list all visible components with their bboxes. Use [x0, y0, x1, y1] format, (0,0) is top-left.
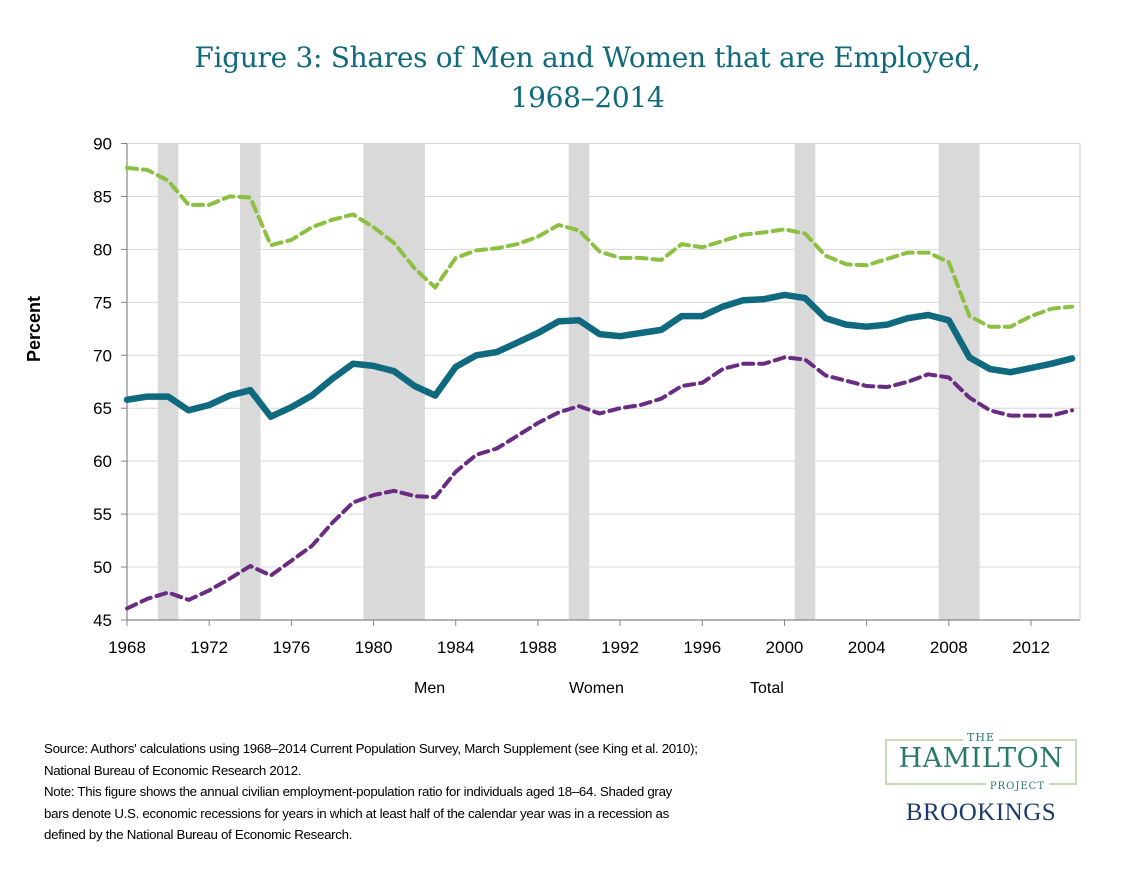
x-tick-label: 1996: [683, 638, 721, 657]
y-tick-label: 85: [93, 187, 112, 206]
note-line-2: bars denote U.S. economic recessions for…: [44, 805, 669, 821]
chart-title: Figure 3: Shares of Men and Women that a…: [0, 38, 1127, 118]
x-tick-label: 2004: [848, 638, 886, 657]
y-tick-label: 75: [93, 293, 112, 312]
source-line-1: Source: Authors' calculations using 1968…: [44, 741, 698, 756]
logo-block: THE HAMILTON PROJECT BROOKINGS: [885, 731, 1077, 827]
brookings-logo: BROOKINGS: [905, 799, 1057, 826]
recession-bars: [157, 143, 980, 620]
x-tick-labels: 1968 1972 1976 1980 1984 1988 1992 1996 2000 2004…: [108, 638, 1050, 657]
x-tick-label: 1972: [190, 638, 228, 657]
chart-title-line2: 1968–2014: [510, 81, 665, 114]
y-tick-label: 90: [93, 135, 112, 154]
logo-project: PROJECT: [985, 781, 1049, 792]
x-tick-label: 1976: [272, 638, 310, 657]
recession-bar: [938, 143, 980, 620]
gridlines: [127, 143, 1080, 568]
x-tick-label: 1984: [437, 638, 475, 657]
y-tick-label: 45: [93, 611, 112, 630]
y-tick-label: 50: [93, 558, 112, 577]
source-line-2: National Bureau of Economic Research 201…: [44, 762, 302, 778]
recession-bar: [794, 143, 816, 620]
series-line-total: [123, 291, 1076, 420]
logo-hamilton: HAMILTON: [898, 743, 1064, 774]
note-line-3: defined by the National Bureau of Econom…: [44, 827, 353, 842]
y-tick-label: 55: [93, 505, 112, 524]
x-tick-label: 2012: [1012, 638, 1050, 657]
x-tick-label: 2000: [766, 638, 804, 657]
recession-bar: [568, 143, 590, 620]
recession-bar: [363, 143, 425, 620]
y-tick-label: 70: [93, 346, 112, 365]
x-tick-label: 2008: [930, 638, 968, 657]
hamilton-project-logo: THE HAMILTON PROJECT: [885, 731, 1077, 792]
axes: [121, 143, 1081, 626]
y-tick-label: 80: [93, 240, 112, 259]
series-line-men: [125, 165, 1075, 329]
x-tick-label: 1980: [355, 638, 393, 657]
note-line-1: Note: This figure shows the annual civil…: [44, 784, 673, 799]
series-line-women: [125, 355, 1075, 611]
x-tick-label: 1988: [519, 638, 557, 657]
footnotes: Source: Authors' calculations using 1968…: [44, 738, 844, 846]
legend-item-total: Total: [686, 680, 784, 698]
line-chart: 45 50 55 60 65 70 75 80 85 90 1968 1972 1976 1980 198…: [93, 135, 1081, 657]
logo-the: THE: [963, 731, 999, 744]
legend-item-men: Men: [350, 680, 445, 698]
y-tick-label: 65: [93, 399, 112, 418]
y-axis-label: Percent: [24, 295, 44, 362]
y-tick-label: 60: [93, 452, 112, 471]
x-tick-label: 1968: [108, 638, 146, 657]
recession-bar: [157, 143, 179, 620]
legend-label-total: Total: [750, 680, 784, 697]
legend-label-men: Men: [414, 680, 446, 697]
series-lines: [123, 165, 1076, 611]
legend-item-women: Women: [505, 680, 624, 698]
legend-label-women: Women: [569, 680, 624, 697]
y-tick-labels: 45 50 55 60 65 70 75 80 85 90: [93, 135, 112, 631]
x-tick-label: 1992: [601, 638, 639, 657]
chart-title-line1: Figure 3: Shares of Men and Women that a…: [194, 41, 981, 74]
recession-bar: [240, 143, 261, 620]
legend: Men Women Total: [0, 680, 1127, 704]
